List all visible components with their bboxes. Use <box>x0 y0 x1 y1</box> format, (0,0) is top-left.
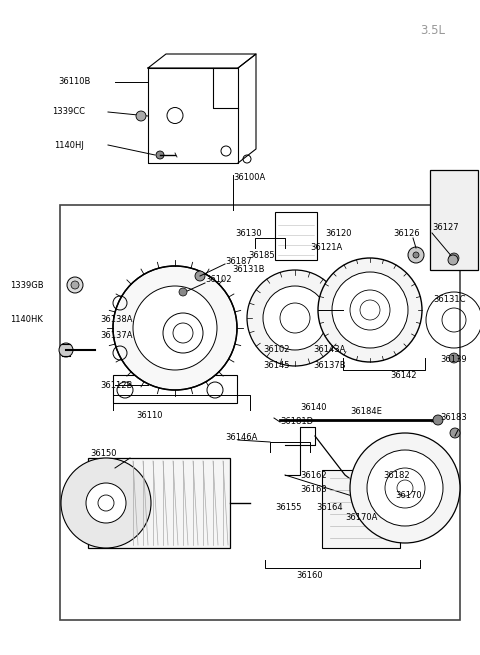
Circle shape <box>86 483 126 523</box>
Text: 36139: 36139 <box>440 356 467 364</box>
Text: 36140: 36140 <box>300 403 326 413</box>
Text: 36163: 36163 <box>300 485 327 495</box>
Text: 36120: 36120 <box>325 229 351 238</box>
Circle shape <box>433 415 443 425</box>
Text: 36130: 36130 <box>235 229 262 238</box>
Text: 36170: 36170 <box>395 491 421 500</box>
Circle shape <box>173 323 193 343</box>
Text: 1140HJ: 1140HJ <box>54 141 84 149</box>
Bar <box>113 375 237 403</box>
Circle shape <box>450 428 460 438</box>
Circle shape <box>263 286 327 350</box>
Text: 36164: 36164 <box>316 504 343 512</box>
Text: 36137A: 36137A <box>100 331 132 339</box>
Bar <box>379 506 391 512</box>
Text: 36102: 36102 <box>205 276 231 284</box>
Circle shape <box>350 433 460 543</box>
Circle shape <box>113 266 237 390</box>
Circle shape <box>318 258 422 362</box>
Bar <box>379 464 391 470</box>
Text: 36170A: 36170A <box>345 514 377 523</box>
Text: 36126: 36126 <box>393 229 420 238</box>
Text: 36146A: 36146A <box>225 434 257 443</box>
Text: 36185: 36185 <box>248 250 275 259</box>
Circle shape <box>61 458 151 548</box>
Circle shape <box>367 450 443 526</box>
Text: 36121A: 36121A <box>310 244 342 252</box>
Text: 36138A: 36138A <box>100 316 132 324</box>
Text: 36150: 36150 <box>90 449 117 457</box>
Text: 1339GB: 1339GB <box>10 280 44 290</box>
Circle shape <box>449 353 459 363</box>
Text: 36102: 36102 <box>263 345 289 354</box>
Bar <box>322 470 400 548</box>
Text: 36137B: 36137B <box>313 360 346 369</box>
Circle shape <box>156 151 164 159</box>
Text: 1140HK: 1140HK <box>10 316 43 324</box>
Bar <box>420 464 432 470</box>
Circle shape <box>247 270 343 366</box>
Text: 36110: 36110 <box>137 411 163 419</box>
Circle shape <box>207 382 223 398</box>
Bar <box>420 506 432 512</box>
Text: 36160: 36160 <box>297 571 324 580</box>
Text: 36162: 36162 <box>300 472 326 481</box>
Bar <box>430 170 478 270</box>
Bar <box>145 303 205 335</box>
Text: 36155: 36155 <box>275 504 301 512</box>
Bar <box>88 458 230 548</box>
Circle shape <box>163 313 203 353</box>
Text: 36145: 36145 <box>263 360 289 369</box>
Circle shape <box>179 288 187 296</box>
Text: 36184E: 36184E <box>350 407 382 417</box>
Circle shape <box>408 247 424 263</box>
Text: 36127: 36127 <box>432 223 458 233</box>
Text: 1339CC: 1339CC <box>52 107 85 117</box>
Text: 36143A: 36143A <box>313 345 346 354</box>
Text: 36182: 36182 <box>383 472 409 481</box>
Bar <box>143 291 195 323</box>
Text: 36112B: 36112B <box>100 381 132 390</box>
Circle shape <box>136 111 146 121</box>
Text: 36131B: 36131B <box>232 265 264 274</box>
Text: 36187: 36187 <box>225 257 252 267</box>
Circle shape <box>332 272 408 348</box>
Text: 36131C: 36131C <box>433 295 466 305</box>
Bar <box>318 295 343 325</box>
Circle shape <box>195 271 205 281</box>
Circle shape <box>413 252 419 258</box>
Text: 36181D: 36181D <box>280 417 313 426</box>
Circle shape <box>59 343 73 357</box>
Text: 36100A: 36100A <box>233 174 265 183</box>
Bar <box>60 205 460 620</box>
Circle shape <box>117 382 133 398</box>
Circle shape <box>67 277 83 293</box>
Circle shape <box>71 281 79 289</box>
Text: 36110B: 36110B <box>58 77 90 86</box>
Circle shape <box>448 255 458 265</box>
Text: 36142: 36142 <box>390 371 417 379</box>
Text: 36183: 36183 <box>440 413 467 422</box>
Bar <box>275 212 317 260</box>
Circle shape <box>449 253 459 263</box>
Circle shape <box>133 286 217 370</box>
Text: 3.5L: 3.5L <box>420 24 445 37</box>
